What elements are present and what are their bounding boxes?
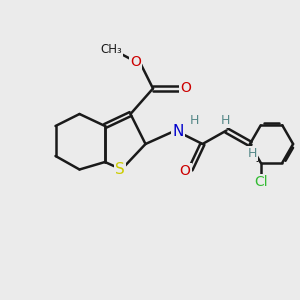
Text: O: O — [180, 164, 190, 178]
Text: S: S — [115, 162, 125, 177]
Text: N: N — [172, 124, 184, 139]
Text: CH₃: CH₃ — [100, 43, 122, 56]
Text: H: H — [189, 113, 199, 127]
Text: O: O — [130, 55, 141, 68]
Text: Cl: Cl — [254, 175, 268, 189]
Text: O: O — [181, 82, 191, 95]
Text: H: H — [247, 147, 257, 160]
Text: H: H — [220, 114, 230, 128]
